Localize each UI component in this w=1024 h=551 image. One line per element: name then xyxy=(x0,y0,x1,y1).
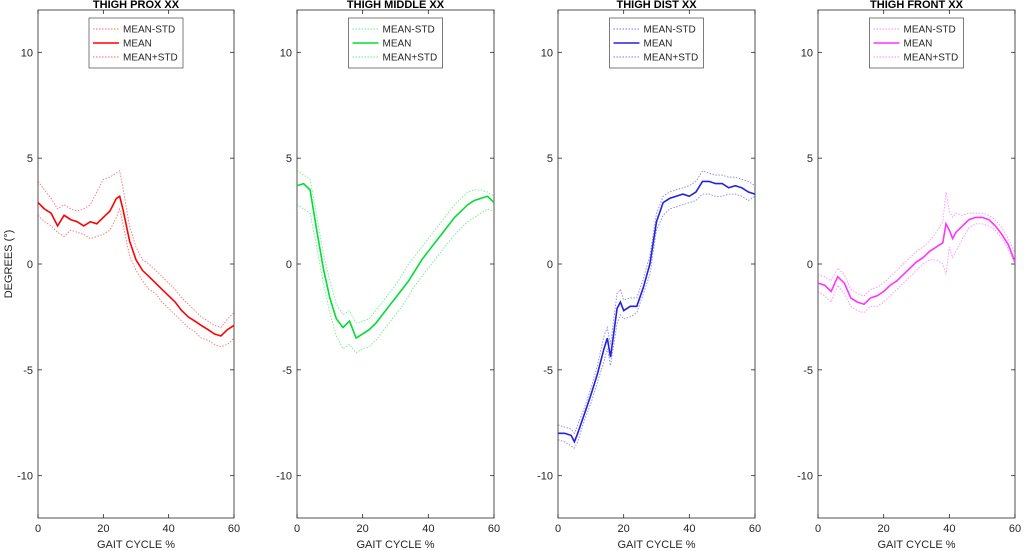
legend-label-2: MEAN xyxy=(383,39,412,50)
chart-title: THIGH DIST XX xyxy=(616,0,697,11)
x-axis-label: GAIT CYCLE % xyxy=(356,539,434,551)
series-line-2 xyxy=(296,182,495,340)
x-tick-label: 40 xyxy=(163,523,175,535)
y-tick-label: 0 xyxy=(27,259,33,271)
legend-label-2: MEAN xyxy=(644,39,673,50)
series-line-3 xyxy=(296,170,495,324)
legend-label-2: MEAN xyxy=(123,39,152,50)
x-tick-label: 20 xyxy=(97,523,109,535)
legend-label-1: MEAN-STD xyxy=(904,25,956,36)
legend-label-1: MEAN-STD xyxy=(644,25,696,36)
x-tick-label: 20 xyxy=(357,523,369,535)
legend-label-3: MEAN+STD xyxy=(904,53,959,64)
series-line-1 xyxy=(296,204,495,354)
legend-label-1: MEAN-STD xyxy=(383,25,435,36)
x-tick-label: 60 xyxy=(749,523,761,535)
x-tick-label: 40 xyxy=(422,523,434,535)
y-tick-label: 5 xyxy=(807,153,813,165)
y-tick-label: 10 xyxy=(801,47,813,59)
y-axis-label: DEGREES (°) xyxy=(3,230,15,299)
y-tick-label: 10 xyxy=(541,47,553,59)
chart-panel-3: -10 -5 0 5 10 0 20 40 60 THIGH DIST XX GAIT CYCLE … xyxy=(537,0,761,551)
y-tick-label: -5 xyxy=(803,365,813,377)
y-tick-label: 0 xyxy=(286,259,292,271)
x-tick-label: 0 xyxy=(294,523,300,535)
chart-panel-4: -10 -5 0 5 10 0 20 40 60 THIGH FRONT XX GAIT CYCLE… xyxy=(797,0,1021,551)
plot-area xyxy=(296,9,495,519)
x-axis-label: GAIT CYCLE % xyxy=(97,539,175,551)
x-tick-label: 0 xyxy=(815,523,821,535)
plot-area xyxy=(37,9,235,519)
x-axis-label: GAIT CYCLE % xyxy=(617,539,695,551)
legend-label-3: MEAN+STD xyxy=(644,53,699,64)
x-tick-label: 60 xyxy=(488,523,500,535)
y-tick-label: 10 xyxy=(280,47,292,59)
x-tick-label: 40 xyxy=(683,523,695,535)
chart-title: THIGH MIDDLE XX xyxy=(347,0,445,11)
x-axis-label: GAIT CYCLE % xyxy=(877,539,955,551)
legend-label-2: MEAN xyxy=(904,39,933,50)
y-tick-label: -5 xyxy=(282,365,292,377)
x-tick-label: 60 xyxy=(228,523,240,535)
x-tick-label: 60 xyxy=(1009,523,1021,535)
y-tick-label: 5 xyxy=(547,153,553,165)
series-line-2 xyxy=(37,195,235,337)
y-tick-label: -10 xyxy=(797,471,813,483)
x-tick-label: 0 xyxy=(35,523,41,535)
series-line-2 xyxy=(558,180,756,444)
legend-label-3: MEAN+STD xyxy=(123,53,178,64)
y-tick-label: -5 xyxy=(23,365,33,377)
chart-title: THIGH PROX XX xyxy=(93,0,180,11)
chart-title: THIGH FRONT XX xyxy=(870,0,964,11)
y-tick-label: -5 xyxy=(543,365,553,377)
series-line-1 xyxy=(817,223,1016,314)
chart-panel-1: -10 -5 0 5 10 0 20 40 60 THIGH PROX XX GAIT CYCLE … xyxy=(3,0,240,551)
x-tick-label: 20 xyxy=(618,523,630,535)
y-tick-label: -10 xyxy=(537,471,553,483)
series-line-3 xyxy=(557,170,756,435)
series-line-3 xyxy=(37,170,235,329)
y-tick-label: -10 xyxy=(17,471,33,483)
x-tick-label: 20 xyxy=(878,523,890,535)
series-line-3 xyxy=(817,191,1016,297)
y-tick-label: -10 xyxy=(276,471,292,483)
legend-label-3: MEAN+STD xyxy=(383,53,438,64)
series-line-2 xyxy=(817,216,1016,306)
plot-area xyxy=(817,9,1016,519)
y-tick-label: 0 xyxy=(547,259,553,271)
legend-label-1: MEAN-STD xyxy=(123,25,175,36)
y-tick-label: 10 xyxy=(21,47,33,59)
x-tick-label: 0 xyxy=(555,523,561,535)
chart-panel-2: -10 -5 0 5 10 0 20 40 60 THIGH MIDDLE XX GAIT CYCL… xyxy=(276,0,500,551)
x-tick-label: 40 xyxy=(943,523,955,535)
y-tick-label: 0 xyxy=(807,259,813,271)
y-tick-label: 5 xyxy=(27,153,33,165)
y-tick-label: 5 xyxy=(286,153,292,165)
plot-area xyxy=(557,9,756,519)
